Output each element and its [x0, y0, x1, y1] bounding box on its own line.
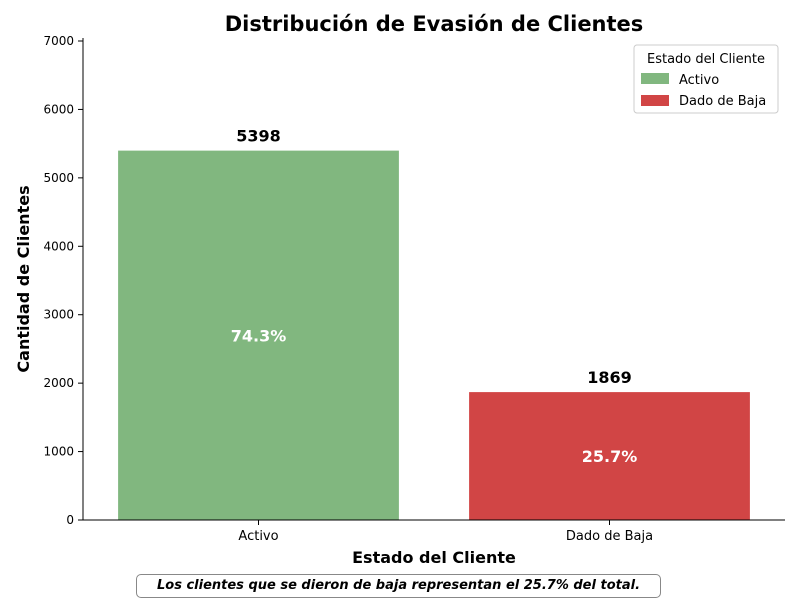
- y-tick-label: 5000: [43, 171, 74, 185]
- legend-label-dado-de-baja: Dado de Baja: [679, 94, 766, 109]
- y-tick-label: 3000: [43, 308, 74, 322]
- chart-title: Distribución de Evasión de Clientes: [225, 12, 644, 36]
- y-tick-label: 7000: [43, 34, 74, 48]
- legend-label-activo: Activo: [679, 73, 719, 88]
- y-tick-label: 6000: [43, 102, 74, 116]
- percent-label-activo: 74.3%: [231, 326, 287, 345]
- x-axis-label: Estado del Cliente: [352, 548, 516, 567]
- legend: Estado del Cliente Activo Dado de Baja: [633, 44, 779, 114]
- y-tick-label: 0: [66, 513, 74, 527]
- legend-swatch-activo: [641, 73, 669, 84]
- y-axis-label: Cantidad de Clientes: [14, 185, 33, 372]
- y-tick-label: 4000: [43, 239, 74, 253]
- legend-swatch-dado-de-baja: [641, 95, 669, 106]
- y-tick-label: 2000: [43, 376, 74, 390]
- summary-note: Los clientes que se dieron de baja repre…: [136, 574, 661, 598]
- y-tick-label: 1000: [43, 445, 74, 459]
- x-tick-label-dado-de-baja: Dado de Baja: [566, 529, 653, 544]
- value-label-dado-de-baja: 1869: [587, 368, 632, 387]
- legend-title: Estado del Cliente: [647, 52, 765, 67]
- x-tick-label-activo: Activo: [238, 529, 278, 544]
- percent-label-dado-de-baja: 25.7%: [582, 447, 638, 466]
- bar-dado-de-baja: [469, 392, 750, 520]
- value-label-activo: 5398: [236, 127, 281, 146]
- legend-box: [633, 44, 779, 114]
- bar-activo: [118, 150, 399, 521]
